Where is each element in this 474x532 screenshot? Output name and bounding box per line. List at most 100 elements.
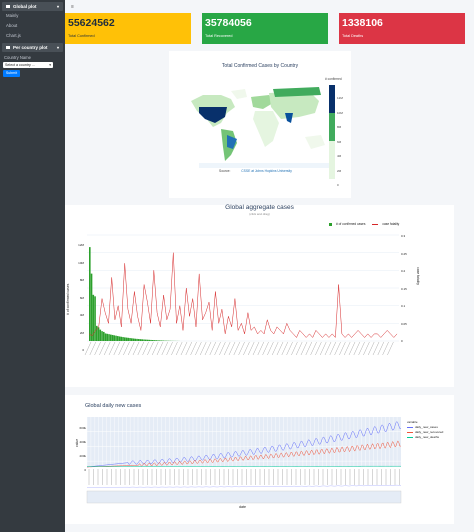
- x-tick-label: [200, 341, 207, 356]
- greenland-shape: [231, 89, 247, 99]
- chevron-down-icon: ▾: [56, 4, 59, 9]
- legend-label[interactable]: # of confirmed cases: [336, 222, 366, 226]
- world-map[interactable]: [169, 51, 351, 198]
- nav-group-per-country-plot[interactable]: Per country plot ▾: [2, 43, 63, 52]
- bar: [110, 334, 112, 341]
- y-tick: 8M: [79, 278, 84, 282]
- bar: [96, 325, 98, 341]
- stat-value: 35784056: [205, 17, 252, 29]
- hamburger-menu-icon[interactable]: ≡: [71, 4, 74, 10]
- map-source-link[interactable]: CSSE at Johns Hopkins University: [241, 169, 292, 173]
- x-tick-label: [84, 341, 92, 356]
- y-tick: 4M: [79, 313, 84, 317]
- sidebar-item-chartjs[interactable]: Chart.js: [6, 33, 21, 38]
- y-tick: 0: [82, 348, 84, 352]
- x-tick-label: [152, 341, 159, 356]
- legend-label[interactable]: case fatality: [382, 222, 400, 226]
- x-tick-label: [156, 341, 164, 356]
- x-tick-label: [281, 341, 288, 356]
- colorbar-mid: [329, 113, 335, 141]
- bar: [99, 329, 102, 341]
- aggregate-y2-ticks: 0.3 0.25 0.2 0.15 0.1 0.05 0: [401, 228, 407, 351]
- bar: [155, 340, 158, 341]
- bar: [108, 334, 110, 341]
- x-tick-label: [89, 341, 96, 356]
- fatality-line: [88, 252, 398, 339]
- y-tick: 10M: [78, 260, 84, 265]
- country-select-placeholder: Select a country ...: [5, 63, 35, 67]
- daily-chart-plot[interactable]: [65, 395, 454, 524]
- daily-x-axis-label: date: [239, 505, 246, 509]
- x-tick-label: [185, 341, 192, 356]
- x-tick-label: [324, 341, 332, 356]
- stat-value: 1338106: [342, 17, 383, 29]
- africa-shape: [253, 111, 279, 147]
- bar: [120, 336, 123, 341]
- x-tick-label: [300, 341, 308, 356]
- x-tick-label: [104, 341, 111, 356]
- stat-value: 55624562: [68, 17, 115, 29]
- x-tick-label: [363, 341, 370, 356]
- legend-title: variable: [407, 420, 418, 424]
- sidebar-item-about[interactable]: About: [6, 23, 18, 28]
- colorbar-tick: 4M: [337, 154, 342, 158]
- country-select[interactable]: Select a country ... ▾: [3, 62, 53, 68]
- legend-entry[interactable]: daily_new_cases: [407, 425, 443, 430]
- stat-caption: Total Confirmed: [68, 34, 95, 38]
- colorbar-tick: 6M: [337, 139, 342, 144]
- x-tick-label: [305, 341, 312, 356]
- x-tick-label: [214, 341, 221, 356]
- sidebar: Global plot ▾ Mainly About Chart.js Per …: [0, 0, 65, 532]
- x-tick-label: [387, 341, 394, 356]
- choropleth-map-panel: Total Confirmed Cases by Country # confi…: [169, 51, 351, 198]
- x-tick-label: [339, 341, 346, 356]
- united-states-shape: [199, 107, 227, 123]
- chart-icon: [6, 5, 10, 8]
- x-tick-label: [128, 341, 135, 356]
- daily-chart-panel: Global daily new cases value 600k 400k 2…: [65, 395, 454, 524]
- submit-button[interactable]: Submit: [3, 70, 20, 77]
- colorbar-high: [329, 85, 335, 113]
- x-tick-label: [137, 341, 144, 356]
- daily-new-recovered-line: [87, 440, 402, 468]
- legend-entry[interactable]: daily_new_deaths: [407, 435, 443, 440]
- y-tick: 0: [84, 468, 86, 472]
- sidebar-item-mainly[interactable]: Mainly: [6, 13, 19, 18]
- legend-label: daily_new_recovered: [415, 430, 444, 434]
- bar: [150, 339, 152, 341]
- aggregate-chart-title: Global aggregate cases: [225, 204, 294, 211]
- bar: [122, 337, 124, 341]
- x-tick-label: [228, 341, 236, 356]
- x-tick-label: [219, 341, 226, 356]
- bar: [113, 335, 116, 341]
- x-tick-label: [377, 341, 384, 356]
- bar: [139, 339, 142, 341]
- country-name-label: Country Name: [4, 55, 31, 60]
- daily-y-ticks: 600k 400k 200k 0: [76, 421, 86, 477]
- bar: [143, 339, 145, 341]
- y2-tick: 0.2: [401, 269, 406, 273]
- bar: [111, 334, 114, 341]
- nav-group-global-plot[interactable]: Global plot ▾: [2, 2, 63, 11]
- chart-icon: [6, 46, 10, 49]
- x-tick-label: [248, 341, 255, 356]
- bar: [157, 340, 159, 341]
- aggregate-chart-plot[interactable]: [65, 205, 454, 387]
- bar: [138, 339, 140, 341]
- bar: [148, 339, 151, 341]
- bar: [132, 338, 135, 341]
- asia-shape: [269, 91, 319, 119]
- colorbar-tick: 2M: [337, 168, 342, 173]
- y2-tick: 0: [401, 339, 403, 343]
- daily-legend: variable daily_new_cases daily_new_recov…: [407, 420, 443, 440]
- legend-swatch: [407, 432, 413, 433]
- stat-total-deaths: 1338106 Total Deaths: [339, 13, 465, 44]
- x-tick-label: [166, 341, 173, 356]
- bar: [160, 340, 163, 341]
- range-slider: [86, 490, 402, 504]
- aggregate-chart-panel: Global aggregate cases (click and drag) …: [65, 204, 454, 387]
- chevron-down-icon: ▾: [56, 45, 59, 50]
- legend-entry[interactable]: daily_new_recovered: [407, 430, 443, 435]
- x-tick-label: [358, 341, 365, 356]
- x-tick-label: [176, 341, 183, 356]
